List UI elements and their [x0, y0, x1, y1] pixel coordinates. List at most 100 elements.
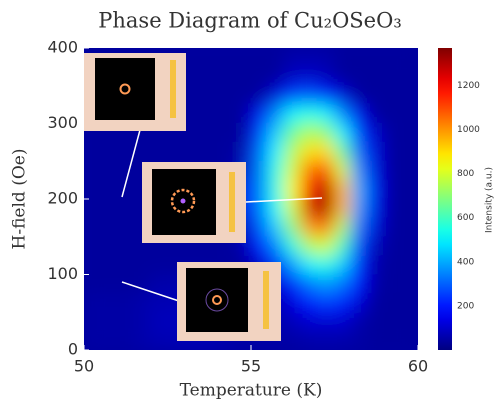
x-tick-label: 55: [241, 357, 261, 376]
heatmap-cell: [384, 180, 402, 200]
heatmap-cell: [367, 331, 385, 351]
heatmap-cell: [351, 161, 369, 181]
heatmap-cell: [267, 66, 285, 86]
heatmap-cell: [84, 199, 102, 219]
heatmap-cell: [384, 217, 402, 237]
x-tick-label: 60: [408, 357, 428, 376]
heatmap-cell: [384, 274, 402, 294]
heatmap-cell: [334, 142, 352, 162]
heatmap-cell: [334, 312, 352, 332]
heatmap-cell: [384, 66, 402, 86]
heatmap-cell: [251, 180, 269, 200]
colorbar-tick-label: 200: [457, 301, 474, 311]
heatmap-cell: [384, 104, 402, 124]
heatmap-cell: [367, 217, 385, 237]
heatmap-cell: [384, 142, 402, 162]
heatmap-cell: [301, 85, 319, 105]
heatmap-cell: [351, 274, 369, 294]
heatmap-cell: [117, 217, 135, 237]
colorbar-label: Intensity (a.u.): [485, 167, 495, 233]
heatmap-cell: [401, 85, 419, 105]
heatmap-cell: [351, 312, 369, 332]
heatmap-cell: [384, 48, 402, 68]
heatmap-cell: [367, 85, 385, 105]
inset: [142, 162, 246, 243]
heatmap-cell: [184, 66, 202, 86]
heatmap-cell: [84, 274, 102, 294]
heatmap-cell: [284, 180, 302, 200]
heatmap-cell: [401, 312, 419, 332]
heatmap-cell: [334, 293, 352, 313]
heatmap-cell: [84, 312, 102, 332]
heatmap-cell: [334, 199, 352, 219]
heatmap-cell: [84, 161, 102, 181]
heatmap-cell: [334, 236, 352, 256]
colorbar-tick-label: 600: [457, 213, 474, 223]
colorbar-tick-label: 1000: [457, 125, 480, 135]
heatmap-cell: [384, 236, 402, 256]
heatmap-cell: [267, 217, 285, 237]
colorbar-tick-label: 400: [457, 257, 474, 267]
y-tick-label: 100: [47, 264, 78, 283]
heatmap-cell: [217, 104, 235, 124]
heatmap-cell: [334, 217, 352, 237]
heatmap-cell: [251, 142, 269, 162]
heatmap-cell: [384, 123, 402, 143]
heatmap-cell: [384, 331, 402, 351]
heatmap-cell: [334, 123, 352, 143]
heatmap-cell: [334, 104, 352, 124]
heatmap-cell: [367, 255, 385, 275]
heatmap-cell: [301, 331, 319, 351]
heatmap-cell: [267, 236, 285, 256]
heatmap-cell: [317, 142, 335, 162]
heatmap-cell: [284, 199, 302, 219]
heatmap-cell: [184, 85, 202, 105]
heatmap-cell: [334, 48, 352, 68]
heatmap-cell: [401, 123, 419, 143]
heatmap-cell: [284, 293, 302, 313]
heatmap-cell: [251, 217, 269, 237]
chart: Phase Diagram of Cu₂OSeO₃ 50556001002003…: [0, 0, 498, 403]
heatmap-cell: [301, 312, 319, 332]
heatmap-cell: [317, 66, 335, 86]
y-tick-label: 300: [47, 113, 78, 132]
heatmap-cell: [367, 274, 385, 294]
heatmap-cell: [301, 161, 319, 181]
heatmap-cell: [267, 180, 285, 200]
heatmap-cell: [84, 236, 102, 256]
heatmap-cell: [200, 48, 218, 68]
heatmap-cell: [351, 331, 369, 351]
heatmap-cell: [284, 236, 302, 256]
heatmap-cell: [367, 293, 385, 313]
heatmap-cell: [334, 331, 352, 351]
heatmap-cell: [284, 123, 302, 143]
heatmap-cell: [401, 217, 419, 237]
heatmap-cell: [401, 255, 419, 275]
heatmap-cell: [84, 255, 102, 275]
heatmap-cell: [217, 66, 235, 86]
heatmap-cell: [251, 48, 269, 68]
heatmap-cell: [134, 312, 152, 332]
heatmap-cell: [284, 331, 302, 351]
heatmap-cell: [217, 142, 235, 162]
heatmap-cell: [100, 293, 118, 313]
heatmap-cell: [384, 255, 402, 275]
heatmap-cell: [150, 312, 168, 332]
heatmap-cell: [351, 48, 369, 68]
heatmap-cell: [251, 161, 269, 181]
heatmap-cell: [117, 331, 135, 351]
heatmap-cell: [301, 217, 319, 237]
chart-title: Phase Diagram of Cu₂OSeO₃: [98, 9, 402, 33]
heatmap-cell: [401, 66, 419, 86]
heatmap-cell: [134, 293, 152, 313]
heatmap-cell: [251, 85, 269, 105]
heatmap-cell: [401, 48, 419, 68]
y-tick-label: 200: [47, 189, 78, 208]
heatmap-cell: [284, 85, 302, 105]
heatmap-cell: [200, 66, 218, 86]
heatmap-cell: [317, 85, 335, 105]
heatmap-cell: [301, 123, 319, 143]
heatmap-cell: [251, 66, 269, 86]
heatmap-cell: [401, 161, 419, 181]
heatmap-cell: [84, 331, 102, 351]
